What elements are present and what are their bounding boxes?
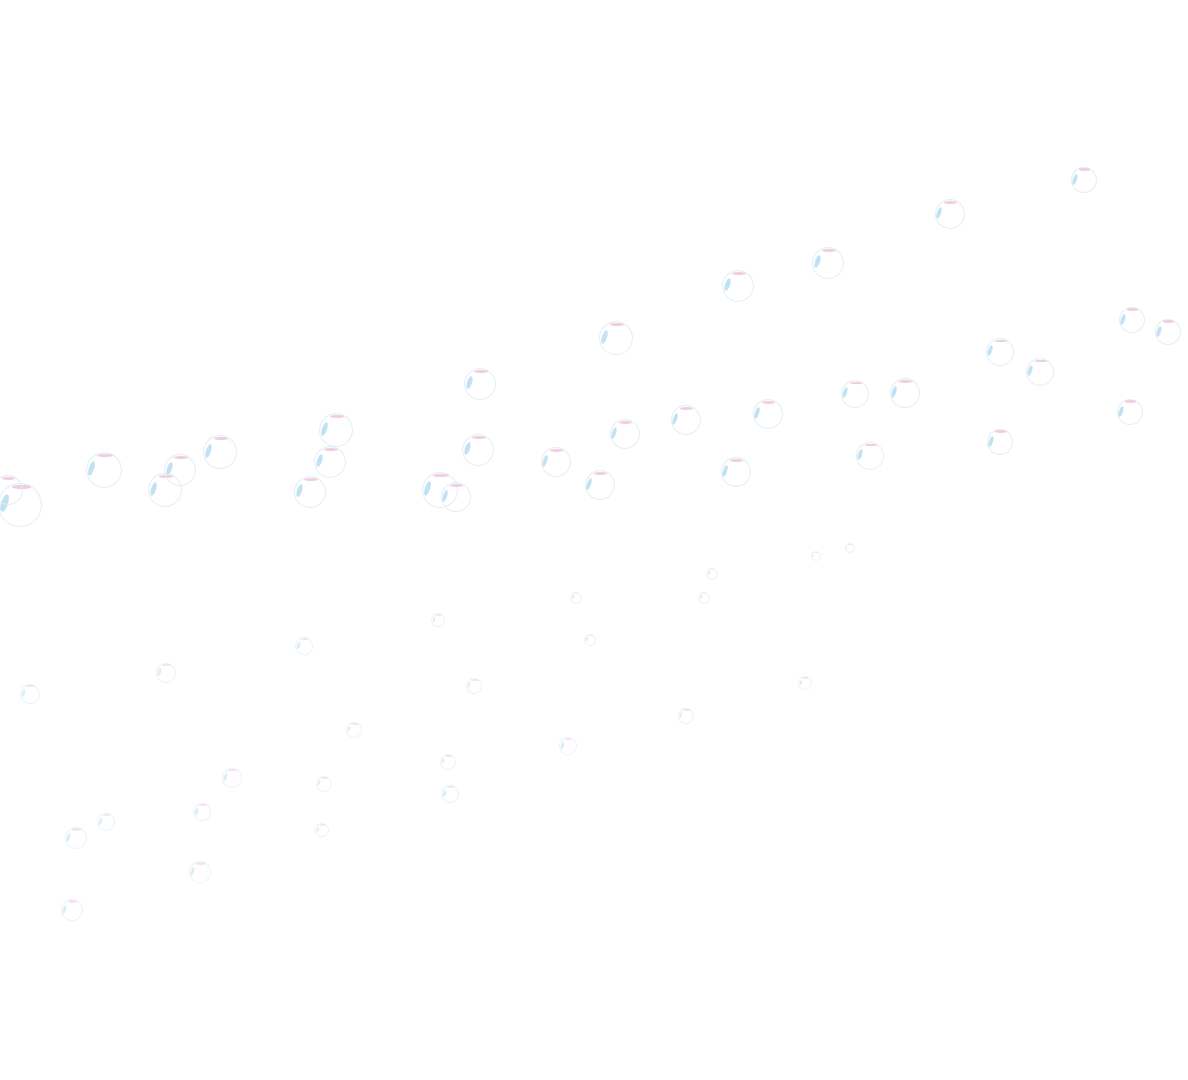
soap-bubble-icon: [987, 429, 1013, 455]
soap-bubble-icon: [1026, 358, 1054, 386]
soap-bubble-icon: [294, 476, 326, 508]
soap-bubble-icon: [753, 399, 783, 429]
soap-bubble-icon: [86, 452, 122, 488]
soap-bubble-icon: [811, 551, 821, 561]
soap-bubble-icon: [812, 247, 844, 279]
soap-bubble-icon: [97, 813, 115, 831]
soap-bubble-icon: [610, 419, 640, 449]
soap-bubble-icon: [346, 722, 362, 738]
soap-bubble-icon: [319, 413, 353, 447]
soap-bubble-icon: [890, 378, 920, 408]
soap-bubble-icon: [295, 637, 313, 655]
soap-bubble-icon: [193, 803, 211, 821]
soap-bubble-icon: [466, 678, 482, 694]
soap-bubble-icon: [440, 754, 456, 770]
soap-bubble-icon: [314, 446, 346, 478]
soap-bubble-icon: [203, 435, 237, 469]
soap-bubble-icon: [671, 405, 701, 435]
soap-bubble-icon: [1071, 167, 1097, 193]
soap-bubble-icon: [65, 827, 87, 849]
soap-bubble-icon: [986, 338, 1014, 366]
soap-bubble-icon: [20, 684, 40, 704]
soap-bubble-icon: [61, 899, 83, 921]
soap-bubble-icon: [678, 708, 694, 724]
soap-bubble-icon: [599, 321, 633, 355]
soap-bubble-icon: [164, 454, 196, 486]
soap-bubble-icon: [721, 457, 751, 487]
soap-bubble-icon: [441, 785, 459, 803]
soap-bubble-icon: [935, 199, 965, 229]
soap-bubble-icon: [584, 634, 596, 646]
soap-bubble-icon: [156, 663, 176, 683]
soap-bubble-icon: [316, 776, 332, 792]
soap-bubble-icon: [431, 613, 445, 627]
soap-bubble-icon: [462, 434, 494, 466]
soap-bubble-icon: [841, 380, 869, 408]
soap-bubble-icon: [1155, 319, 1181, 345]
soap-bubble-icon: [189, 861, 211, 883]
soap-bubble-icon: [222, 768, 242, 788]
soap-bubble-icon: [464, 368, 496, 400]
soap-bubble-icon: [570, 592, 582, 604]
soap-bubble-icon: [706, 568, 718, 580]
soap-bubble-icon: [1117, 399, 1143, 425]
soap-bubble-icon: [541, 447, 571, 477]
soap-bubble-icon: [585, 470, 615, 500]
soap-bubble-icon: [315, 823, 329, 837]
soap-bubble-icon: [559, 737, 577, 755]
soap-bubble-icon: [1119, 307, 1145, 333]
soap-bubble-icon: [845, 543, 855, 553]
soap-bubble-icon: [698, 592, 710, 604]
soap-bubble-icon: [722, 270, 754, 302]
soap-bubble-icon: [798, 676, 812, 690]
soap-bubble-icon: [856, 442, 884, 470]
soap-bubble-icon: [441, 482, 471, 512]
